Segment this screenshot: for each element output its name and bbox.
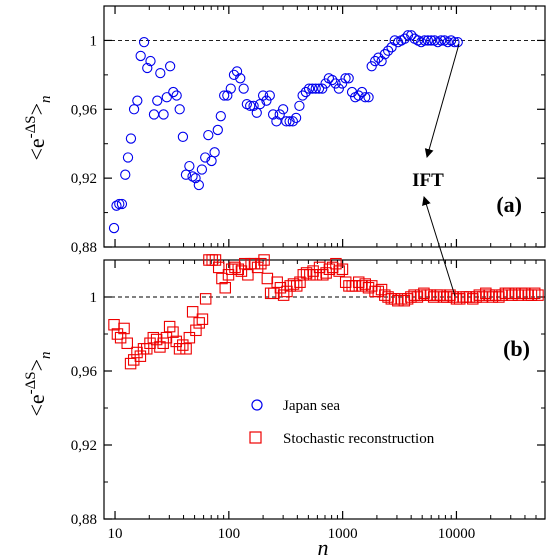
panel-b-point-8 — [135, 351, 145, 361]
legend-marker-stochastic — [250, 432, 261, 443]
panel-b-point-23 — [184, 333, 194, 343]
panel-a-point-15 — [156, 69, 165, 78]
panel-a-point-14 — [153, 96, 162, 105]
panel-a-point-28 — [197, 165, 206, 174]
panel-a-point-22 — [178, 132, 187, 141]
panel-b-point-5 — [125, 358, 135, 368]
panel-b-ytick-label-0: 0,88 — [71, 512, 97, 528]
panel-a-points — [109, 31, 462, 233]
panel-b-point-47 — [262, 273, 272, 283]
panel-b-point-71 — [341, 277, 351, 287]
panel-a-point-21 — [175, 105, 184, 114]
panel-b-point-73 — [347, 281, 357, 291]
panel-b-point-44 — [252, 262, 262, 272]
panel-a-point-23 — [181, 170, 190, 179]
panel-a-point-24 — [185, 161, 194, 170]
panel-a-point-4 — [121, 170, 130, 179]
panel-a: 0,88 0,92 0,96 1 (a) <e-ΔS>n — [23, 6, 545, 256]
panel-a-ytick-label-2: 0,96 — [71, 102, 98, 118]
panel-a-point-58 — [295, 101, 304, 110]
panel-a-point-80 — [367, 62, 376, 71]
panel-b-point-24 — [187, 307, 197, 317]
legend-marker-japan-sea — [252, 400, 262, 410]
panel-a-point-9 — [136, 51, 145, 60]
panel-a-point-32 — [210, 148, 219, 157]
panel-b-ytick-label-1: 0,92 — [71, 438, 97, 454]
xtick-label-1: 100 — [218, 526, 241, 542]
panel-a-yticks: 0,88 0,92 0,96 1 — [71, 33, 545, 256]
panel-a-point-71 — [338, 79, 347, 88]
panel-b-y-axis-label: <e-ΔS>n — [23, 351, 54, 416]
panel-b-label: (b) — [503, 336, 530, 361]
panel-b-point-72 — [344, 281, 354, 291]
legend-label-stochastic: Stochastic reconstruction — [283, 431, 435, 447]
panel-a-y-axis-label: <e-ΔS>n — [23, 95, 54, 160]
panel-a-point-6 — [126, 134, 135, 143]
legend: Japan sea Stochastic reconstruction — [250, 398, 435, 447]
panel-a-point-49 — [265, 91, 274, 100]
panel-a-point-16 — [159, 110, 168, 119]
panel-a-point-5 — [123, 153, 132, 162]
x-axis-label: n — [318, 535, 329, 560]
panel-b-points — [109, 255, 543, 369]
panel-b-ytick-label-2: 0,96 — [71, 364, 98, 380]
panel-a-frame — [104, 6, 545, 247]
panel-b-ytick-label-3: 1 — [90, 290, 98, 306]
ift-label: IFT — [412, 170, 444, 191]
panel-a-point-41 — [239, 84, 248, 93]
panel-b-point-22 — [181, 344, 191, 354]
panel-a-point-30 — [204, 131, 213, 140]
panel-b-point-25 — [191, 325, 201, 335]
panel-a-point-53 — [279, 105, 288, 114]
panel-a-point-7 — [129, 105, 138, 114]
panel-b-point-62 — [311, 270, 321, 280]
panel-b-frame — [104, 260, 545, 519]
panel-b-point-28 — [200, 294, 210, 304]
xtick-label-2: 1000 — [328, 526, 358, 542]
panel-b-point-41 — [243, 270, 253, 280]
panel-a-ytick-label-0: 0,88 — [71, 240, 97, 256]
panel-a-label: (a) — [496, 192, 522, 217]
panel-b-point-74 — [350, 281, 360, 291]
panel-b-point-7 — [132, 347, 142, 357]
panel-a-point-34 — [216, 112, 225, 121]
panel-a-point-33 — [213, 125, 222, 134]
panel-a-point-17 — [162, 93, 171, 102]
panel-b-point-32 — [214, 262, 224, 272]
xtick-label-0: 10 — [108, 526, 123, 542]
panel-a-xticks — [115, 6, 545, 247]
xtick-label-3: 10000 — [438, 526, 476, 542]
panel-a-ytick-label-1: 0,92 — [71, 171, 97, 187]
ift-arrow-up — [427, 44, 459, 157]
panel-a-point-0 — [109, 223, 118, 232]
panel-a-point-18 — [166, 62, 175, 71]
panel-a-point-13 — [149, 110, 158, 119]
panel-b-point-27 — [197, 314, 207, 324]
panel-b-point-6 — [129, 355, 139, 365]
panel-b-point-26 — [194, 318, 204, 328]
panel-a-point-10 — [139, 38, 148, 47]
panel-a-point-8 — [133, 96, 142, 105]
panel-b-point-20 — [174, 344, 184, 354]
ift-annotation: IFT — [412, 44, 459, 296]
panel-b-point-21 — [178, 340, 188, 350]
legend-label-japan-sea: Japan sea — [283, 398, 340, 414]
panel-a-point-70 — [334, 84, 343, 93]
panel-a-ytick-label-3: 1 — [90, 33, 98, 49]
